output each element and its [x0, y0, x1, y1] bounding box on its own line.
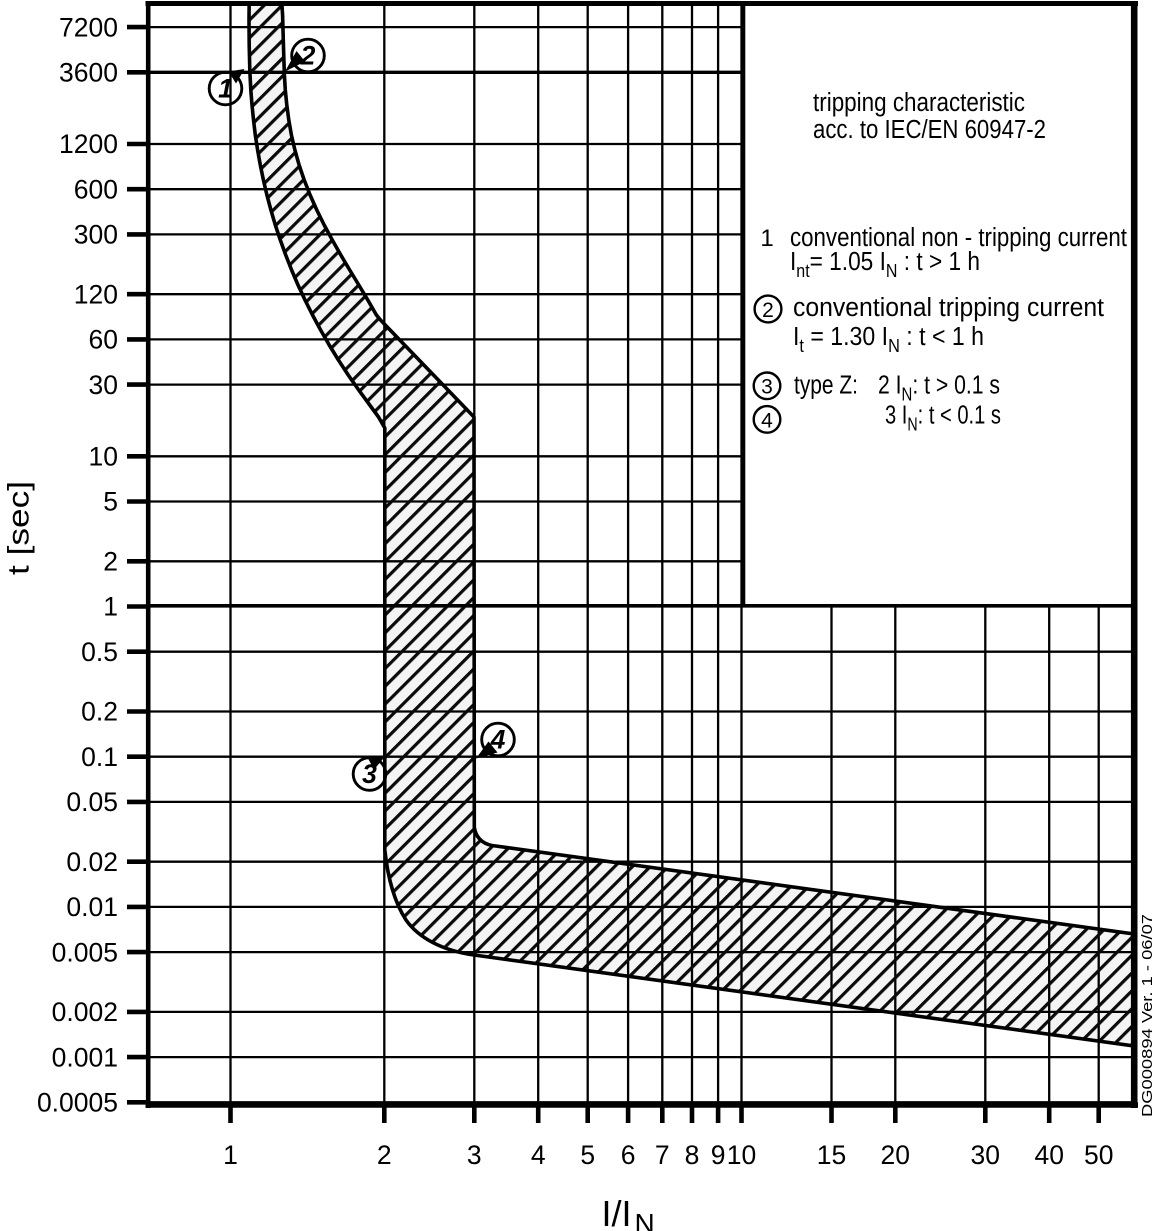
svg-text:10: 10: [89, 442, 118, 472]
svg-text:3 IN​: t < 0.1 s: 3 IN​: t < 0.1 s: [885, 402, 1001, 435]
svg-text:120: 120: [74, 279, 118, 309]
svg-text:DG000894 Ver. 1 - 06/07: DG000894 Ver. 1 - 06/07: [1139, 914, 1153, 1117]
svg-text:0.5: 0.5: [81, 637, 118, 667]
svg-text:4: 4: [490, 725, 506, 755]
svg-text:30: 30: [89, 370, 118, 400]
svg-text:4: 4: [531, 1140, 546, 1170]
svg-text:0.01: 0.01: [66, 892, 118, 922]
svg-text:conventional non - tripping cu: conventional non - tripping current: [790, 224, 1127, 252]
svg-text:0.1: 0.1: [81, 742, 118, 772]
svg-text:7: 7: [655, 1140, 670, 1170]
svg-text:t [sec]: t [sec]: [3, 481, 36, 575]
svg-text:6: 6: [621, 1140, 636, 1170]
svg-text:acc. to IEC/EN 60947-2: acc. to IEC/EN 60947-2: [813, 116, 1046, 144]
svg-text:0.005: 0.005: [52, 937, 118, 967]
svg-text:type Z:: type Z:: [794, 372, 858, 400]
svg-text:9: 9: [711, 1140, 726, 1170]
svg-text:1200: 1200: [59, 129, 118, 159]
svg-text:conventional tripping current: conventional tripping current: [793, 294, 1104, 322]
svg-text:300: 300: [74, 220, 118, 250]
svg-text:2: 2: [377, 1140, 392, 1170]
svg-text:600: 600: [74, 174, 118, 204]
svg-text:2: 2: [762, 299, 774, 322]
svg-text:0.2: 0.2: [81, 697, 118, 727]
svg-text:60: 60: [89, 325, 118, 355]
svg-text:Int​= 1.05 IN​ : t > 1 h: Int​= 1.05 IN​ : t > 1 h: [790, 248, 980, 281]
svg-text:2: 2: [103, 547, 118, 577]
svg-text:1: 1: [103, 592, 118, 622]
svg-text:20: 20: [881, 1140, 910, 1170]
svg-text:40: 40: [1034, 1140, 1063, 1170]
svg-text:tripping characteristic: tripping characteristic: [813, 89, 1025, 117]
svg-text:1: 1: [223, 1140, 238, 1170]
svg-text:1: 1: [218, 74, 233, 104]
svg-text:0.001: 0.001: [52, 1042, 118, 1072]
svg-text:2 IN​: t > 0.1 s: 2 IN​: t > 0.1 s: [878, 372, 1000, 405]
svg-text:8: 8: [685, 1140, 700, 1170]
svg-text:5: 5: [103, 487, 118, 517]
svg-text:3: 3: [467, 1140, 482, 1170]
svg-text:0.002: 0.002: [52, 997, 118, 1027]
svg-text:5: 5: [580, 1140, 595, 1170]
svg-text:15: 15: [817, 1140, 846, 1170]
svg-text:0.05: 0.05: [66, 787, 118, 817]
svg-text:4: 4: [761, 409, 773, 432]
svg-text:0.0005: 0.0005: [37, 1088, 118, 1118]
svg-text:7200: 7200: [59, 12, 118, 42]
svg-text:3: 3: [761, 376, 773, 399]
svg-text:50: 50: [1084, 1140, 1113, 1170]
svg-text:10: 10: [727, 1140, 756, 1170]
svg-text:2: 2: [300, 41, 316, 71]
svg-text:0.02: 0.02: [66, 847, 118, 877]
svg-text:3600: 3600: [59, 58, 118, 88]
svg-text:30: 30: [971, 1140, 1000, 1170]
svg-text:1: 1: [760, 225, 773, 252]
